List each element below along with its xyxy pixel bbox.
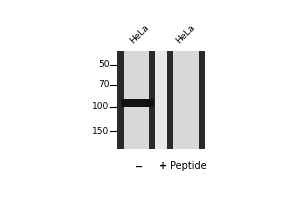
Bar bbox=[117, 51, 204, 149]
Bar bbox=[124, 51, 149, 149]
Text: HeLa: HeLa bbox=[128, 23, 151, 46]
Text: 150: 150 bbox=[92, 127, 110, 136]
Bar bbox=[167, 51, 173, 149]
Text: −: − bbox=[135, 161, 143, 171]
Bar bbox=[149, 51, 155, 149]
Text: 70: 70 bbox=[98, 80, 110, 89]
Bar bbox=[121, 99, 154, 107]
Bar bbox=[117, 51, 124, 149]
Bar bbox=[155, 51, 167, 149]
Bar bbox=[173, 51, 199, 149]
Text: HeLa: HeLa bbox=[175, 23, 197, 46]
Text: Peptide: Peptide bbox=[170, 161, 207, 171]
Text: 100: 100 bbox=[92, 102, 110, 111]
Text: +: + bbox=[159, 161, 167, 171]
Bar bbox=[199, 51, 205, 149]
Text: 50: 50 bbox=[98, 60, 110, 69]
